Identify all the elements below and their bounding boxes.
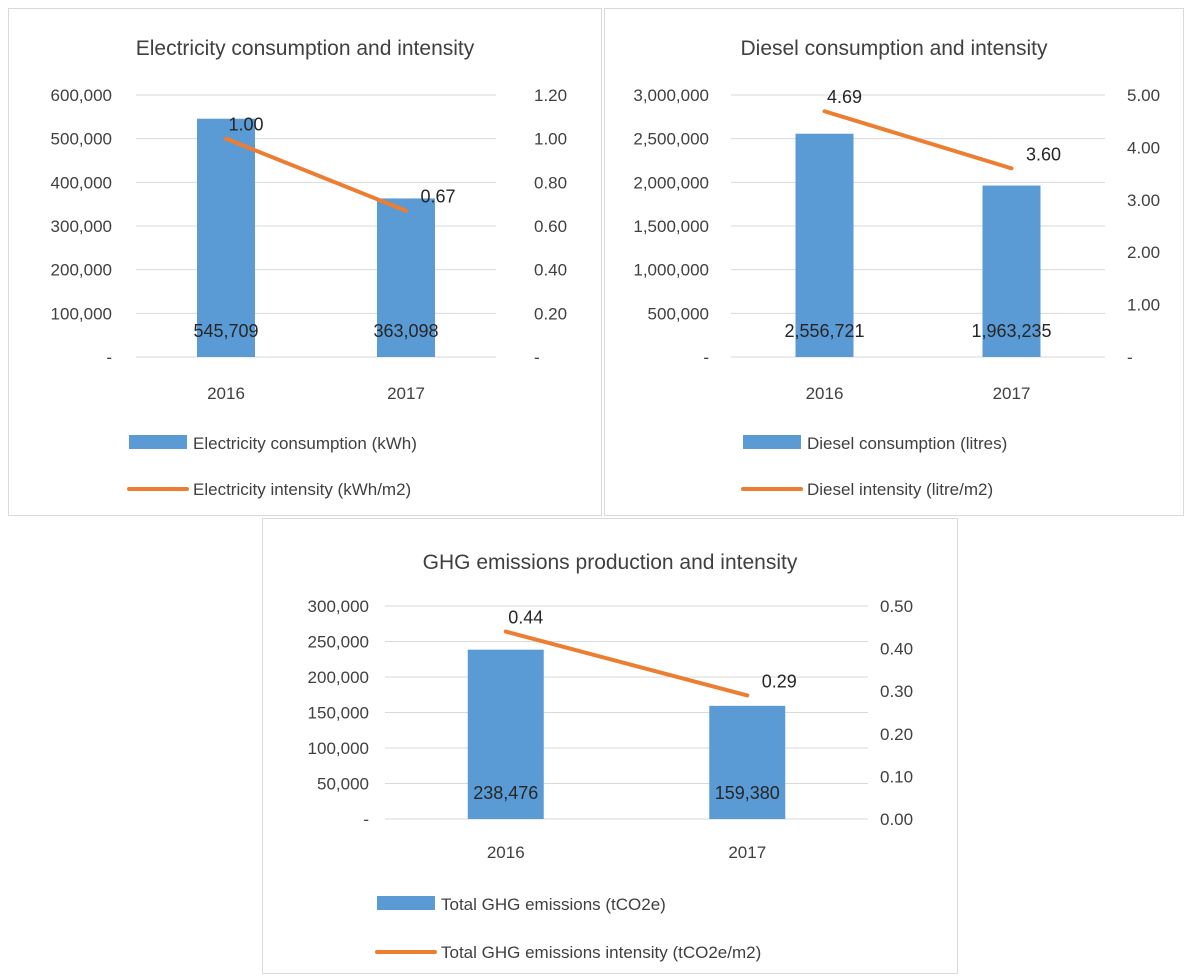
intensity-line	[822, 109, 1014, 171]
left-axis-tick-label: 150,000	[308, 704, 369, 723]
line-data-label: 1.00	[228, 115, 263, 135]
legend-bar-label: Diesel consumption (litres)	[807, 434, 1007, 453]
legend-line-label: Total GHG emissions intensity (tCO2e/m2)	[441, 943, 761, 962]
legend-bar-swatch	[129, 435, 187, 449]
bar	[467, 649, 544, 819]
bar	[197, 118, 255, 358]
bar	[377, 198, 435, 357]
category-label: 2017	[728, 843, 766, 862]
left-axis-tick-label: 500,000	[648, 304, 709, 323]
left-axis-tick-label: 1,000,000	[633, 261, 709, 280]
left-axis-tick-label: -	[106, 348, 112, 367]
left-axis-tick-label: 100,000	[308, 739, 369, 758]
category-label: 2017	[387, 384, 425, 403]
bar-data-label: 363,098	[373, 321, 438, 341]
left-axis-tick-label: 2,000,000	[633, 173, 709, 192]
category-label: 2016	[487, 843, 525, 862]
bar-data-label: 159,380	[715, 783, 780, 803]
left-axis-tick-label: 100,000	[51, 304, 112, 323]
left-axis-tick-label: -	[703, 348, 709, 367]
right-axis-tick-label: -	[534, 348, 540, 367]
electricity-chart-panel: Electricity consumption and intensity - 10…	[8, 8, 602, 516]
right-axis-tick-label: 1.20	[534, 86, 567, 105]
intensity-line	[224, 136, 408, 213]
right-axis-tick-label: 0.00	[880, 810, 913, 829]
left-axis-tick-label: 250,000	[308, 633, 369, 652]
line-data-label: 4.69	[827, 87, 862, 107]
bar	[795, 133, 854, 357]
legend-bar-label: Total GHG emissions (tCO2e)	[441, 895, 666, 914]
bar	[982, 185, 1041, 357]
bar-data-label: 545,709	[193, 321, 258, 341]
right-axis-tick-label: 0.20	[880, 725, 913, 744]
electricity-chart: Electricity consumption and intensity - 10…	[51, 37, 568, 499]
right-axis-tick-label: 1.00	[1127, 296, 1160, 315]
left-axis-tick-label: 1,500,000	[633, 217, 709, 236]
legend-bar-label: Electricity consumption (kWh)	[193, 434, 417, 453]
right-axis-tick-label: 3.00	[1127, 191, 1160, 210]
left-axis-tick-label: 600,000	[51, 86, 112, 105]
right-axis-tick-label: 0.10	[880, 767, 913, 786]
right-axis-tick-label: 0.50	[880, 597, 913, 616]
bar-data-label: 1,963,235	[971, 321, 1051, 341]
left-axis-tick-label: 400,000	[51, 173, 112, 192]
chart-title: GHG emissions production and intensity	[423, 551, 798, 574]
right-axis-tick-label: 0.80	[534, 173, 567, 192]
left-axis-tick-label: 500,000	[51, 130, 112, 149]
category-label: 2016	[806, 384, 844, 403]
bar-data-label: 2,556,721	[784, 321, 864, 341]
ghg-chart-panel: GHG emissions production and intensity - 5…	[262, 518, 958, 974]
left-axis-tick-label: 300,000	[308, 597, 369, 616]
right-axis-tick-label: 2.00	[1127, 243, 1160, 262]
line-data-label: 0.44	[508, 608, 543, 628]
chart-title: Electricity consumption and intensity	[136, 37, 475, 60]
left-axis-tick-label: 50,000	[317, 775, 369, 794]
left-axis-tick-label: -	[363, 810, 369, 829]
diesel-chart: Diesel consumption and intensity - 500,000…	[633, 37, 1160, 499]
left-axis-tick-label: 200,000	[51, 261, 112, 280]
legend-bar-swatch	[377, 896, 435, 910]
left-axis-tick-label: 2,500,000	[633, 130, 709, 149]
line-data-label: 0.29	[762, 671, 797, 691]
bar-data-label: 238,476	[473, 783, 538, 803]
bar	[709, 705, 786, 819]
line-data-label: 3.60	[1026, 144, 1061, 164]
right-axis-tick-label: 5.00	[1127, 86, 1160, 105]
diesel-chart-panel: Diesel consumption and intensity - 500,000…	[604, 8, 1184, 516]
ghg-chart: GHG emissions production and intensity - 5…	[308, 551, 914, 962]
right-axis-tick-label: 0.40	[880, 640, 913, 659]
left-axis-tick-label: 3,000,000	[633, 86, 709, 105]
right-axis-tick-label: -	[1127, 348, 1133, 367]
legend-line-label: Electricity intensity (kWh/m2)	[193, 480, 411, 499]
right-axis-tick-label: 0.40	[534, 261, 567, 280]
category-label: 2017	[993, 384, 1031, 403]
chart-title: Diesel consumption and intensity	[740, 37, 1048, 60]
left-axis-tick-label: 200,000	[308, 668, 369, 687]
right-axis-tick-label: 0.60	[534, 217, 567, 236]
category-label: 2016	[207, 384, 245, 403]
intensity-line	[503, 629, 750, 698]
line-data-label: 0.67	[420, 187, 455, 207]
legend-line-label: Diesel intensity (litre/m2)	[807, 480, 993, 499]
right-axis-tick-label: 1.00	[534, 130, 567, 149]
right-axis-tick-label: 0.30	[880, 682, 913, 701]
left-axis-tick-label: 300,000	[51, 217, 112, 236]
legend-bar-swatch	[743, 435, 801, 449]
right-axis-tick-label: 0.20	[534, 304, 567, 323]
right-axis-tick-label: 4.00	[1127, 138, 1160, 157]
